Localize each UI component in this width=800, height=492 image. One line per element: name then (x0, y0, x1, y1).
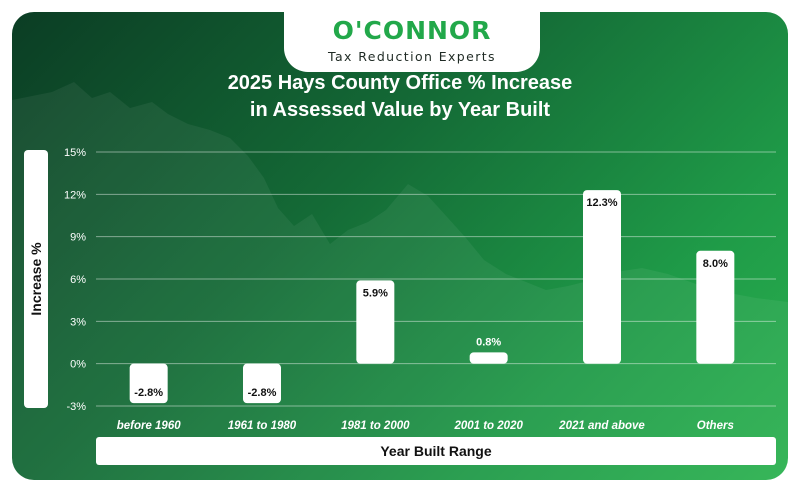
x-axis-label: Year Built Range (380, 443, 492, 459)
x-tick-label: 1981 to 2000 (341, 420, 410, 432)
y-tick-label: 0% (70, 359, 86, 371)
bar (469, 352, 508, 364)
x-axis-label-box: Year Built Range (96, 437, 776, 465)
chart-title-line-1: 2025 Hays County Office % Increase (227, 72, 573, 94)
data-label: -2.8% (248, 387, 277, 399)
chart-title-line-2: in Assessed Value by Year Built (249, 99, 551, 121)
bar (356, 280, 395, 364)
brand-tagline: Tax Reduction Experts (328, 49, 496, 64)
data-label: 12.3% (586, 197, 617, 209)
bar (243, 363, 281, 404)
bar (129, 363, 168, 404)
brand-logo: O'CONNOR (332, 16, 492, 45)
x-tick-label: 2021 and above (558, 420, 645, 432)
x-tick-label: 2001 to 2020 (453, 420, 523, 432)
bar (583, 190, 621, 364)
data-label: 5.9% (363, 287, 388, 299)
y-tick-label: 12% (64, 189, 86, 201)
y-tick-label: 15% (64, 147, 86, 159)
y-tick-label: 9% (70, 232, 86, 244)
x-tick-label: 1961 to 1980 (228, 420, 297, 432)
data-label: 8.0% (703, 258, 728, 270)
logo-tab: O'CONNOR Tax Reduction Experts (284, 12, 540, 72)
y-tick-label: -3% (66, 401, 86, 413)
x-tick-label: before 1960 (117, 420, 182, 432)
y-axis-label-box (24, 150, 48, 408)
background-mountains (12, 82, 788, 480)
chart-title: 2025 Hays County Office % Increase in As… (100, 70, 700, 124)
data-label: 0.8% (476, 336, 501, 348)
y-tick-label: 6% (70, 274, 86, 286)
x-tick-label: Others (697, 420, 734, 432)
y-tick-label: 3% (70, 316, 86, 328)
data-label: -2.8% (134, 387, 163, 399)
bar (696, 250, 735, 364)
